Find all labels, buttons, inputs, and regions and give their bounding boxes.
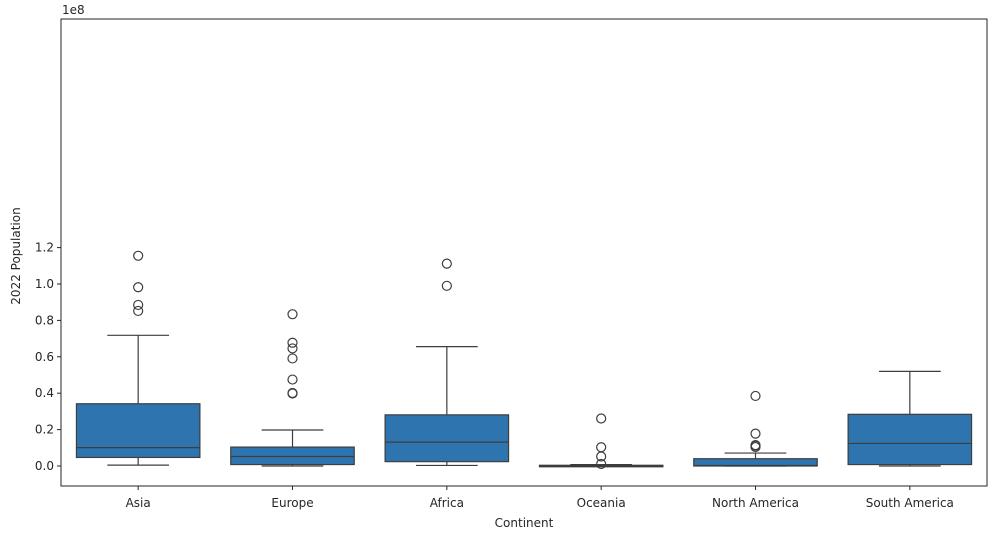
outlier-point xyxy=(750,390,761,402)
outlier-point xyxy=(287,388,298,399)
y-axis: 0.0 0.2 0.4 0.6 0.8 1.0 1.2 xyxy=(35,241,61,473)
y-tick-label: 0.2 xyxy=(35,423,54,437)
y-tick-label: 0.8 xyxy=(35,313,54,327)
y-tick-label: 1.0 xyxy=(35,277,54,291)
outlier-point xyxy=(596,442,607,453)
outlier-point xyxy=(133,299,144,311)
outlier-point xyxy=(750,441,761,453)
y-tick-label: 0.4 xyxy=(35,386,54,400)
outlier-point xyxy=(287,353,298,364)
box-group-africa xyxy=(384,258,510,467)
outlier-point xyxy=(441,258,452,269)
outlier-point xyxy=(287,309,298,320)
plot-frame xyxy=(60,18,988,487)
outlier-point xyxy=(441,280,452,291)
box-group-south-america xyxy=(847,370,973,467)
y-axis-label: 2022 Population xyxy=(9,207,23,304)
outlier-point xyxy=(133,305,144,317)
box-group-oceania xyxy=(538,413,664,470)
y-tick-label: 0.0 xyxy=(35,459,54,473)
plot-area xyxy=(75,250,973,470)
x-tick-label: North America xyxy=(712,496,799,510)
y-offset-label: 1e8 xyxy=(62,3,85,17)
outlier-point xyxy=(287,337,298,348)
box-group-north-america xyxy=(693,390,818,467)
y-tick-label: 1.2 xyxy=(35,241,54,255)
box-group-asia xyxy=(75,250,201,466)
x-tick-label: Africa xyxy=(430,496,464,510)
x-tick-label: South America xyxy=(866,496,954,510)
x-tick-label: Europe xyxy=(271,496,313,510)
x-axis: Asia Europe Africa Oceania North America Sout… xyxy=(126,486,954,510)
x-tick-label: Asia xyxy=(126,496,151,510)
iqr-box xyxy=(384,414,510,463)
iqr-box xyxy=(847,413,973,466)
outlier-point xyxy=(133,282,144,293)
outlier-point xyxy=(596,413,607,424)
y-tick-label: 0.6 xyxy=(35,350,54,364)
outlier-point xyxy=(596,451,607,462)
iqr-box xyxy=(75,403,201,459)
outlier-point xyxy=(287,374,298,385)
x-axis-label: Continent xyxy=(495,516,554,530)
outlier-point xyxy=(287,343,298,354)
outlier-point xyxy=(596,458,607,470)
outlier-point xyxy=(750,428,761,439)
box-group-europe xyxy=(230,309,355,467)
x-tick-label: Oceania xyxy=(577,496,626,510)
outlier-point xyxy=(133,250,144,261)
iqr-box xyxy=(230,446,355,466)
